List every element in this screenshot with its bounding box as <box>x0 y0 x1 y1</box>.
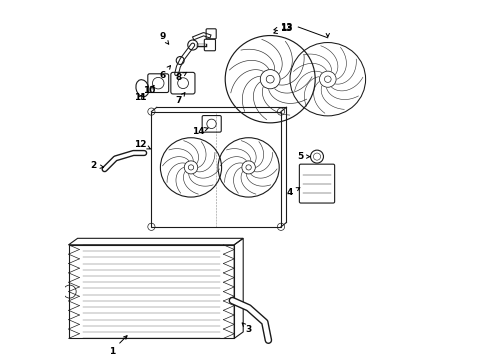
Text: 2: 2 <box>91 161 103 170</box>
Text: 12: 12 <box>134 140 150 149</box>
Text: 14: 14 <box>192 127 208 136</box>
Text: 8: 8 <box>175 72 187 82</box>
Text: 4: 4 <box>287 188 300 197</box>
Text: 1: 1 <box>109 336 127 356</box>
Text: 10: 10 <box>144 86 156 95</box>
Text: 11: 11 <box>134 93 147 102</box>
Text: 3: 3 <box>242 323 252 334</box>
Bar <box>151 112 281 227</box>
Text: 9: 9 <box>159 32 169 44</box>
Text: 6: 6 <box>159 66 171 80</box>
Text: 5: 5 <box>298 152 310 161</box>
Text: 7: 7 <box>175 93 185 105</box>
Text: 13: 13 <box>274 24 293 33</box>
Text: 13: 13 <box>274 23 293 32</box>
